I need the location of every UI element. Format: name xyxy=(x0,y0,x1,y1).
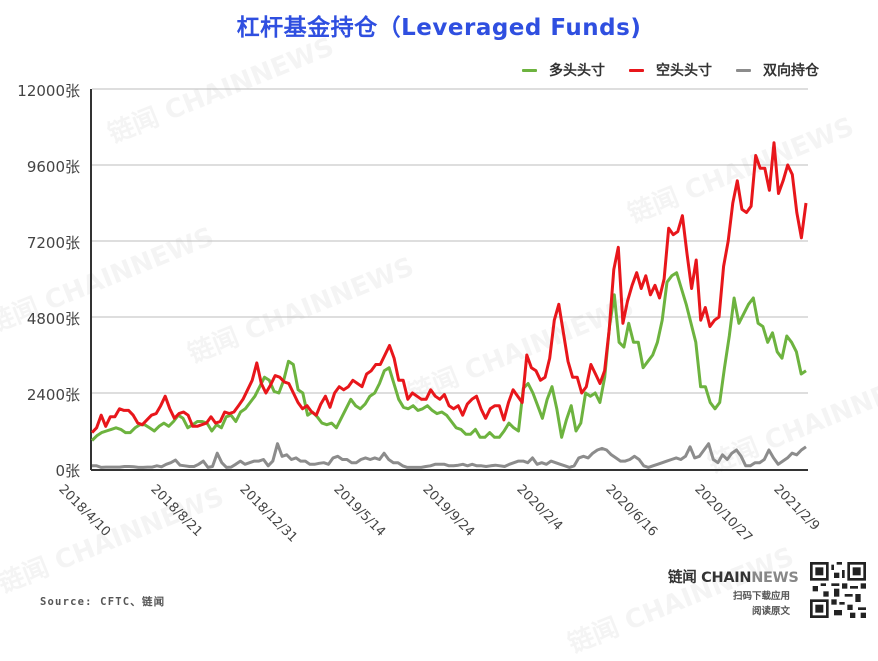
legend-item-long: 多头头寸 xyxy=(522,60,605,80)
gridlines xyxy=(92,88,808,394)
y-tick-label: 7200张 xyxy=(26,234,80,252)
legend-label-long: 多头头寸 xyxy=(549,63,605,79)
series-line-spread xyxy=(92,442,807,469)
y-tick-label: 9600张 xyxy=(26,158,80,176)
y-tick-label: 2400张 xyxy=(26,386,80,404)
brand-download-text: 扫码下载应用 xyxy=(732,591,790,602)
qr-code-icon[interactable] xyxy=(810,562,866,618)
legend-label-short: 空头头寸 xyxy=(656,63,712,79)
chart-title: 杠杆基金持仓（Leveraged Funds) xyxy=(236,15,642,41)
legend-item-spread: 双向持仓 xyxy=(736,60,819,80)
legend-swatch-short-icon xyxy=(629,68,644,72)
y-tick-label: 12000张 xyxy=(17,82,80,100)
y-tick-label: 0张 xyxy=(55,462,80,480)
legend-swatch-spread-icon xyxy=(736,68,751,72)
chart-legend: 多头头寸 空头头寸 双向持仓 xyxy=(522,60,819,80)
series-line-short xyxy=(90,141,808,434)
series-line-long xyxy=(90,271,807,442)
brand-read-text: 阅读原文 xyxy=(751,606,790,617)
legend-item-short: 空头头寸 xyxy=(629,60,712,80)
line-chart-plot xyxy=(90,88,808,471)
brand-name-cn: 链闻 xyxy=(668,570,697,586)
source-note: Source: CFTC、链闻 xyxy=(40,596,166,608)
brand-name-chain: CHAIN xyxy=(701,570,752,586)
legend-label-spread: 双向持仓 xyxy=(763,63,819,79)
y-tick-label: 4800张 xyxy=(26,310,80,328)
brand-logo: 链闻 CHAINNEWS xyxy=(668,566,799,587)
brand-name-news: NEWS xyxy=(751,570,799,586)
legend-swatch-long-icon xyxy=(522,68,537,72)
